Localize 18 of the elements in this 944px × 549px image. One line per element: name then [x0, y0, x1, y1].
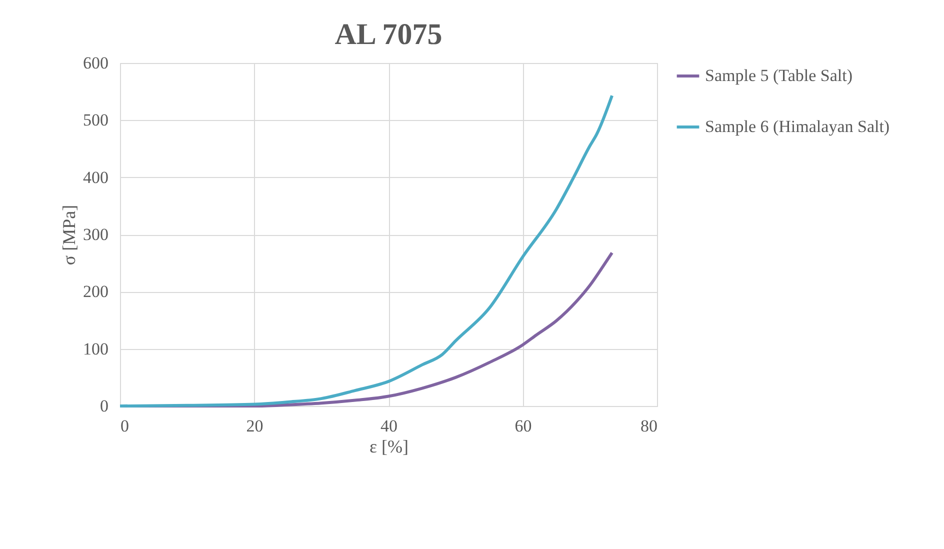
- x-tick-label: 60: [514, 416, 532, 436]
- chart-title: AL 7075: [334, 18, 442, 51]
- y-tick-label: 600: [83, 54, 108, 72]
- legend-label: Sample 5 (Table Salt): [705, 66, 853, 85]
- x-tick-label: 0: [120, 416, 129, 436]
- x-tick-label: 40: [380, 416, 398, 436]
- x-tick-label: 80: [640, 416, 658, 436]
- y-tick-label: 200: [83, 282, 108, 302]
- x-axis-title: ε [%]: [369, 436, 409, 456]
- y-tick-label: 400: [83, 168, 108, 187]
- x-tick-label: 20: [246, 416, 264, 436]
- legend-label: Sample 6 (Himalayan Salt): [705, 117, 890, 136]
- y-tick-label: 100: [83, 339, 108, 358]
- y-tick-label: 300: [83, 225, 108, 244]
- y-tick-label: 0: [100, 396, 108, 416]
- line-series: [118, 94, 614, 408]
- y-axis-title: σ [MPa]: [59, 204, 79, 266]
- y-tick-label: 500: [83, 110, 108, 130]
